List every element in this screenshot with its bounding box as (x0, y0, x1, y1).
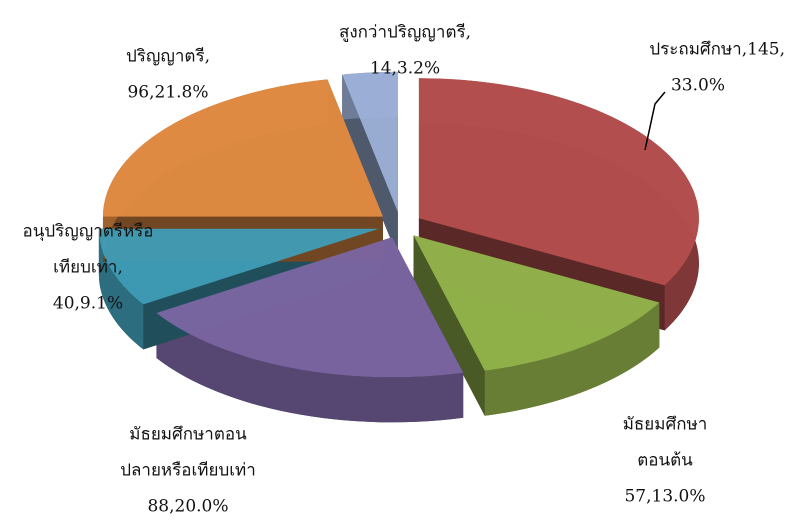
data-label: ปลายหรือเทียบเท่า (120, 461, 256, 481)
pie (99, 72, 699, 422)
data-label: 14,3.2% (370, 59, 440, 79)
data-label: สูงกว่าปริญญาตรี, (339, 23, 471, 43)
data-label: ประถมศึกษา,145, (649, 40, 785, 60)
data-label: มัธยมศึกษาตอน (129, 425, 247, 445)
data-label: 88,20.0% (147, 497, 228, 517)
data-label: เทียบเท่า, (53, 258, 123, 278)
data-label: 96,21.8% (127, 83, 208, 103)
data-label: 33.0% (671, 76, 725, 96)
data-label: ปริญญาตรี, (126, 47, 210, 67)
data-label: ตอนต้น (637, 451, 693, 471)
data-label: อนุปริญญาตรีหรือ (23, 222, 154, 242)
data-label: 57,13.0% (624, 487, 705, 507)
data-label: มัธยมศึกษา (623, 415, 708, 435)
chart: ประถมศึกษา,145, 33.0% มัธยมศึกษาตอนต้น 57,1… (0, 0, 787, 523)
data-label: 40,9.1% (53, 294, 123, 314)
page: ประถมศึกษา,145, 33.0% มัธยมศึกษาตอนต้น 57,1… (0, 0, 787, 523)
